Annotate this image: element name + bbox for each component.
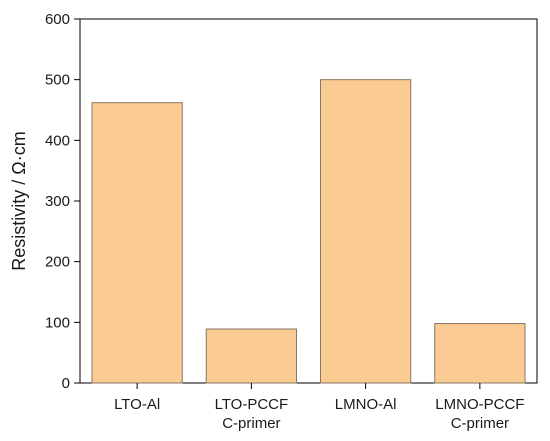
y-tick-label-4: 400 [45,132,70,149]
x-tick-label-1: LTO-PCCF C-primer [215,396,289,432]
y-tick-label-6: 600 [45,11,70,28]
y-tick-label-0: 0 [62,375,70,392]
x-axis-ticks: LTO-Al LTO-PCCF C-primer LMNO-Al LMNO-PCCF C-… [114,383,524,432]
bar-1 [205,328,298,384]
y-tick-label-2: 200 [45,254,70,271]
bar-3 [434,323,526,384]
y-axis-title: Resistivity / Ω·cm [9,131,29,270]
bar-0 [91,102,183,384]
x-tick-label-0: LTO-Al [114,396,160,413]
x-tick-label-2: LMNO-Al [335,396,397,413]
y-tick-label-3: 300 [45,193,70,210]
y-axis-ticks: 0 100 200 300 400 500 600 [45,11,80,392]
x-tick-label-3: LMNO-PCCF C-primer [435,396,524,432]
bars-group [91,79,526,384]
y-tick-label-1: 100 [45,314,70,331]
y-tick-label-5: 500 [45,72,70,89]
bar-2 [320,79,412,384]
